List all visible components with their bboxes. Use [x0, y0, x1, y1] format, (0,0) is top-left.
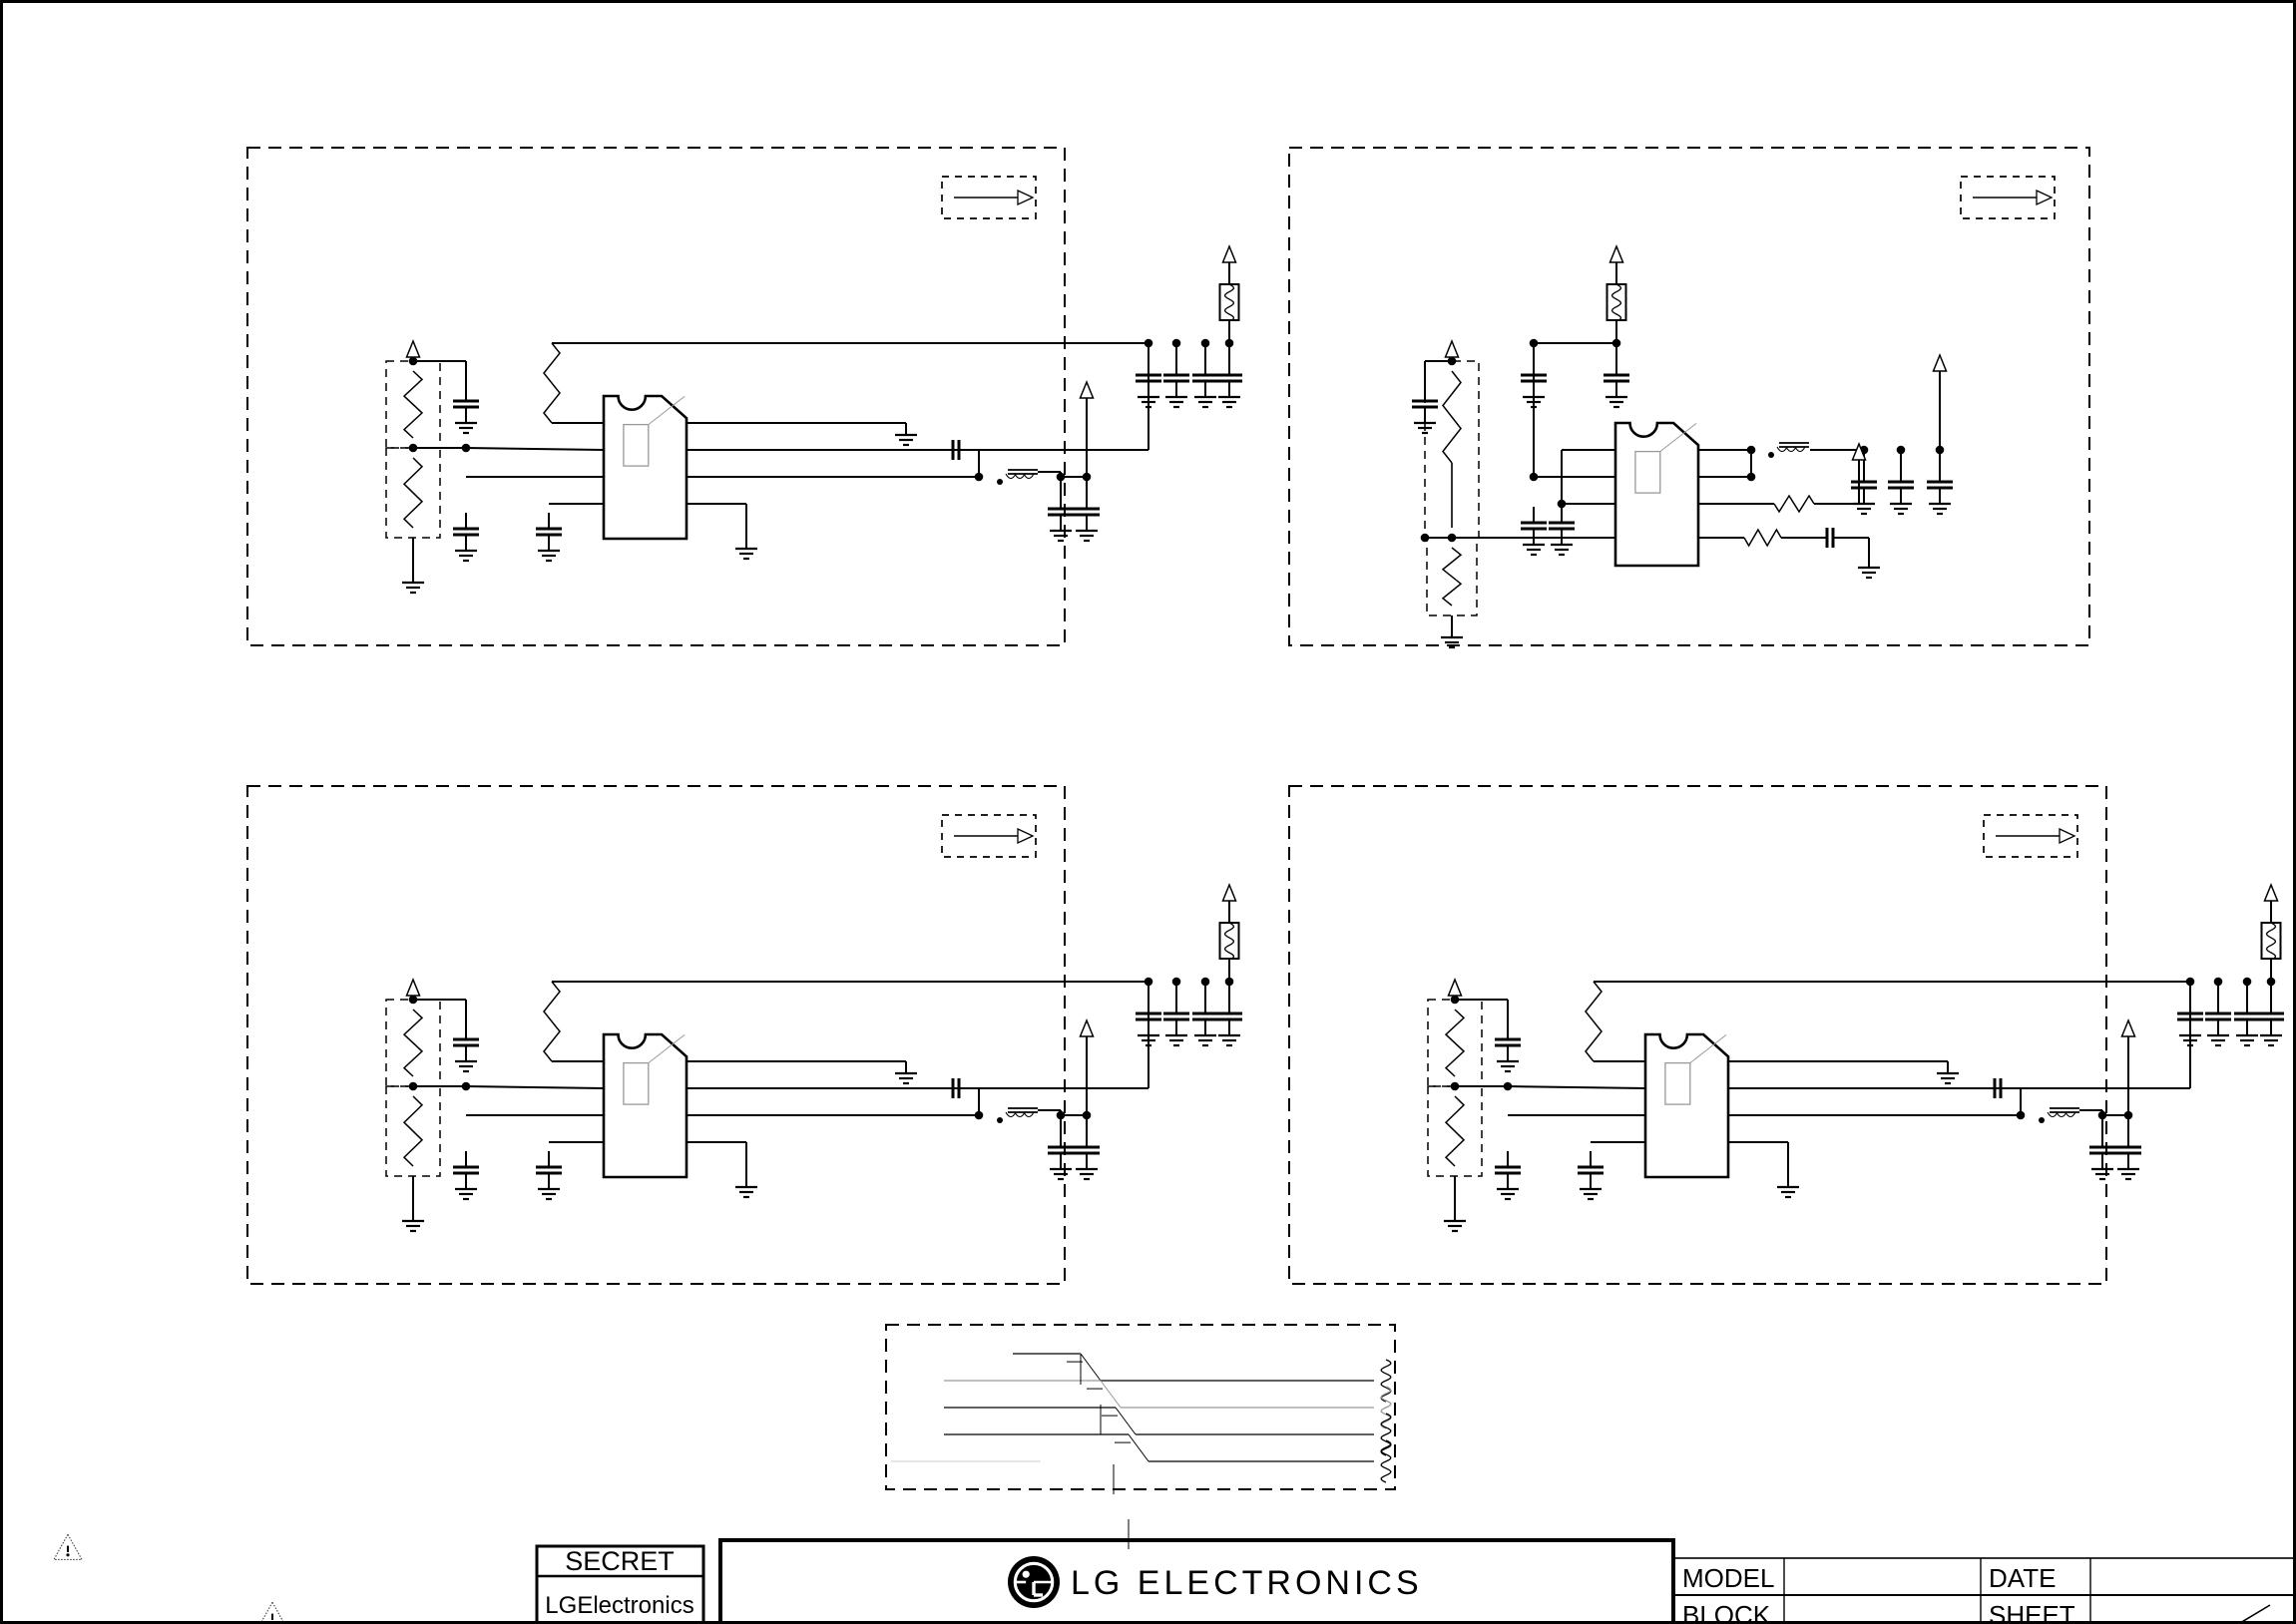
svg-text:LGElectronics: LGElectronics — [545, 1592, 693, 1619]
svg-text:LG ELECTRONICS: LG ELECTRONICS — [1071, 1564, 1423, 1602]
svg-text:BLOCK: BLOCK — [1682, 1600, 1771, 1624]
svg-text:SECRET: SECRET — [565, 1546, 675, 1576]
svg-text:SHEET: SHEET — [1989, 1600, 2075, 1624]
svg-text:DATE: DATE — [1989, 1563, 2056, 1593]
svg-text:MODEL: MODEL — [1682, 1563, 1774, 1593]
